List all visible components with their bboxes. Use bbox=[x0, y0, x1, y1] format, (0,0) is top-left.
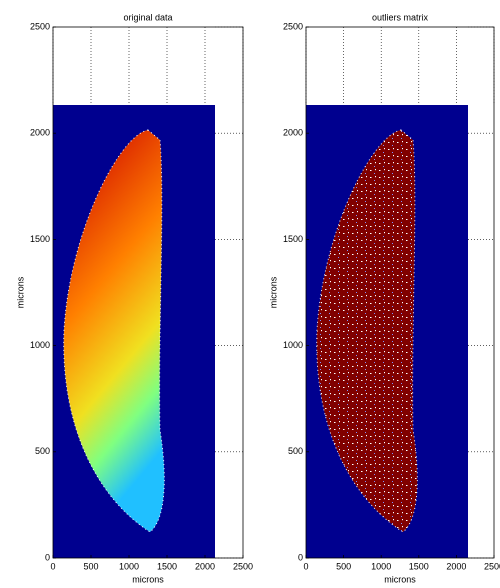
image-left bbox=[53, 105, 215, 558]
x-tick-label: 1500 bbox=[409, 561, 429, 571]
y-tick-label: 2500 bbox=[30, 21, 50, 31]
x-tick-label: 1000 bbox=[371, 561, 391, 571]
x-tick-label: 2000 bbox=[195, 561, 215, 571]
x-tick-label: 500 bbox=[336, 561, 351, 571]
axes-title: outliers matrix bbox=[372, 12, 429, 22]
y-tick-label: 2500 bbox=[283, 21, 303, 31]
y-tick-label: 0 bbox=[298, 552, 303, 562]
y-tick-label: 2000 bbox=[283, 128, 303, 138]
axes-box bbox=[52, 26, 244, 559]
x-axis-label: microns bbox=[132, 574, 164, 584]
y-tick-label: 0 bbox=[45, 552, 50, 562]
y-tick-label: 1500 bbox=[283, 234, 303, 244]
y-axis-label: microns bbox=[15, 276, 25, 308]
y-tick-label: 1000 bbox=[283, 340, 303, 350]
x-tick-label: 0 bbox=[50, 561, 55, 571]
y-tick-label: 1500 bbox=[30, 234, 50, 244]
image-right bbox=[306, 105, 468, 558]
y-tick-label: 2000 bbox=[30, 128, 50, 138]
x-tick-label: 1500 bbox=[157, 561, 177, 571]
y-tick-label: 500 bbox=[35, 446, 50, 456]
x-tick-label: 2500 bbox=[484, 561, 500, 571]
x-tick-label: 2000 bbox=[446, 561, 466, 571]
x-axis-label: microns bbox=[384, 574, 416, 584]
x-tick-label: 500 bbox=[83, 561, 98, 571]
axes-title: original data bbox=[123, 12, 172, 22]
x-tick-label: 2500 bbox=[233, 561, 253, 571]
y-tick-label: 500 bbox=[288, 446, 303, 456]
x-tick-label: 1000 bbox=[119, 561, 139, 571]
y-tick-label: 1000 bbox=[30, 340, 50, 350]
axes-box bbox=[305, 26, 495, 559]
y-axis-label: microns bbox=[268, 276, 278, 308]
x-tick-label: 0 bbox=[303, 561, 308, 571]
